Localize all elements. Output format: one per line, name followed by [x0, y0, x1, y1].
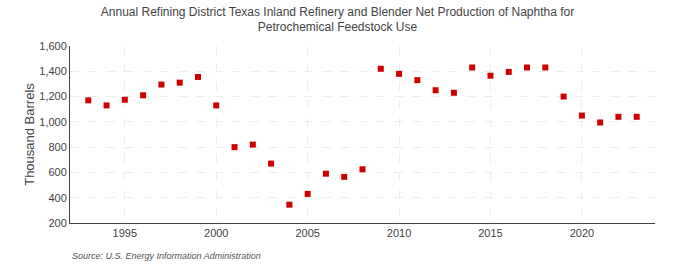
svg-text:2020: 2020 [570, 227, 594, 239]
svg-text:200: 200 [48, 217, 66, 229]
svg-text:1,200: 1,200 [39, 90, 67, 102]
svg-text:1995: 1995 [113, 227, 137, 239]
svg-text:2000: 2000 [204, 227, 228, 239]
svg-text:1,400: 1,400 [39, 65, 67, 77]
svg-text:Annual Refining District Texas: Annual Refining District Texas Inland Re… [101, 5, 574, 35]
svg-text:2015: 2015 [478, 227, 502, 239]
svg-text:1,600: 1,600 [39, 40, 67, 52]
svg-text:Source: U.S. Energy Informatio: Source: U.S. Energy Information Administ… [72, 251, 261, 261]
svg-text:Thousand Barrels: Thousand Barrels [22, 83, 37, 186]
svg-text:1,000: 1,000 [39, 116, 67, 128]
svg-text:2005: 2005 [295, 227, 319, 239]
svg-text:600: 600 [48, 166, 66, 178]
svg-text:2010: 2010 [387, 227, 411, 239]
svg-text:400: 400 [48, 192, 66, 204]
svg-text:800: 800 [48, 141, 66, 153]
